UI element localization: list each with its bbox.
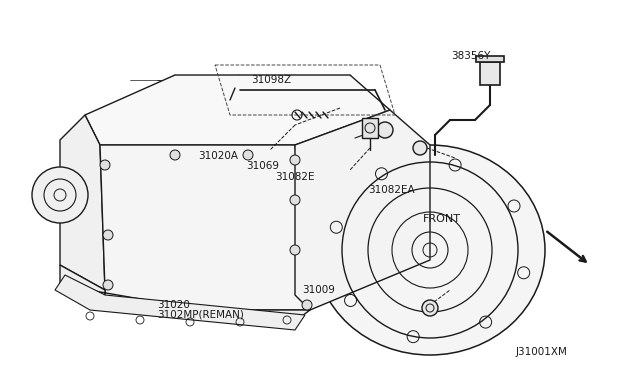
Text: 31009: 31009 [302,285,335,295]
Text: FRONT: FRONT [422,215,460,224]
Text: 31020: 31020 [157,300,189,310]
Polygon shape [295,110,430,310]
Polygon shape [476,56,504,62]
Polygon shape [362,118,378,138]
Text: J31001XM: J31001XM [515,347,567,356]
Ellipse shape [315,145,545,355]
Circle shape [413,141,427,155]
Text: 38356Y: 38356Y [451,51,491,61]
Polygon shape [60,265,310,325]
Polygon shape [60,115,105,290]
Circle shape [103,230,113,240]
Text: 31082EA: 31082EA [368,185,415,195]
Circle shape [422,300,438,316]
Text: 31020A: 31020A [198,151,239,161]
Circle shape [100,160,110,170]
Polygon shape [100,145,310,310]
Text: 31069: 31069 [246,161,280,170]
Polygon shape [85,75,390,145]
Polygon shape [55,275,305,330]
Text: 31082E: 31082E [275,172,315,182]
Polygon shape [480,62,500,85]
Text: 31098Z: 31098Z [251,75,291,85]
Circle shape [170,150,180,160]
Circle shape [290,195,300,205]
Circle shape [243,150,253,160]
Circle shape [290,245,300,255]
Circle shape [32,167,88,223]
Circle shape [302,300,312,310]
Circle shape [103,280,113,290]
Circle shape [377,122,393,138]
Circle shape [290,155,300,165]
Text: 3102MP(REMAN): 3102MP(REMAN) [157,310,244,319]
